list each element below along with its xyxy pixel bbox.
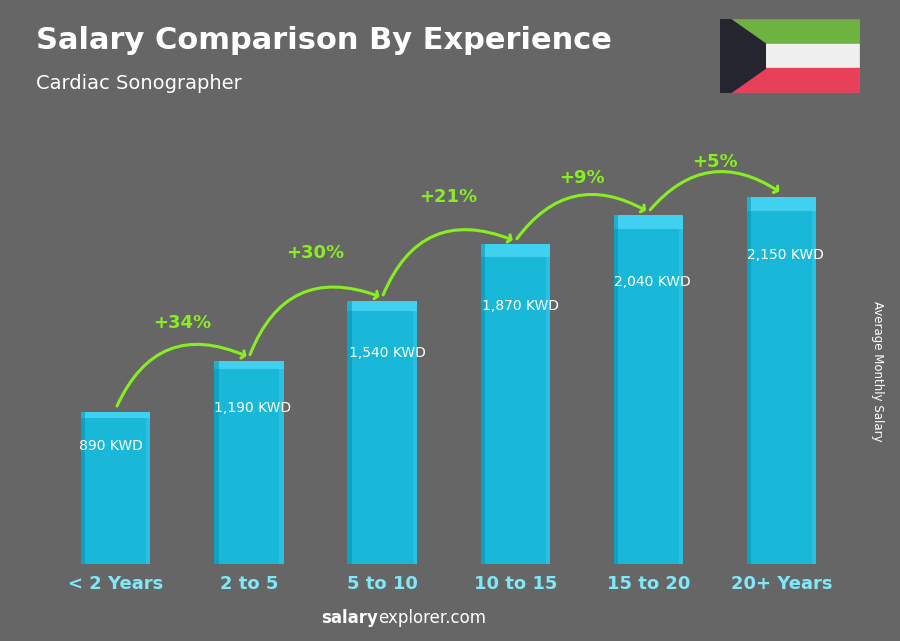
FancyBboxPatch shape (481, 244, 550, 257)
Polygon shape (720, 19, 765, 93)
Text: 2,040 KWD: 2,040 KWD (614, 274, 690, 288)
Text: explorer.com: explorer.com (378, 609, 486, 627)
Text: +9%: +9% (559, 169, 605, 187)
FancyBboxPatch shape (747, 197, 816, 212)
FancyBboxPatch shape (81, 412, 86, 564)
Text: +21%: +21% (419, 188, 478, 206)
Text: 1,870 KWD: 1,870 KWD (482, 299, 559, 313)
Text: Average Monthly Salary: Average Monthly Salary (871, 301, 884, 442)
FancyBboxPatch shape (614, 215, 683, 564)
FancyBboxPatch shape (545, 244, 550, 564)
FancyBboxPatch shape (81, 412, 150, 418)
Text: Cardiac Sonographer: Cardiac Sonographer (36, 74, 242, 93)
FancyBboxPatch shape (614, 215, 618, 564)
FancyBboxPatch shape (81, 412, 150, 564)
Bar (731, 19, 860, 44)
FancyBboxPatch shape (679, 215, 683, 564)
FancyBboxPatch shape (147, 412, 150, 564)
FancyBboxPatch shape (747, 197, 751, 564)
FancyBboxPatch shape (347, 301, 417, 312)
Bar (731, 44, 860, 69)
Text: 2,150 KWD: 2,150 KWD (747, 248, 824, 262)
FancyBboxPatch shape (214, 361, 284, 369)
FancyBboxPatch shape (747, 197, 816, 564)
Text: +5%: +5% (692, 153, 738, 171)
FancyBboxPatch shape (214, 361, 284, 564)
FancyBboxPatch shape (347, 301, 417, 564)
Bar (731, 69, 860, 93)
FancyBboxPatch shape (481, 244, 550, 564)
Text: +30%: +30% (286, 244, 345, 262)
Text: 1,540 KWD: 1,540 KWD (349, 345, 426, 360)
Text: +34%: +34% (153, 314, 211, 332)
FancyBboxPatch shape (812, 197, 816, 564)
Text: Salary Comparison By Experience: Salary Comparison By Experience (36, 26, 612, 54)
FancyBboxPatch shape (481, 244, 485, 564)
FancyBboxPatch shape (347, 301, 352, 564)
FancyBboxPatch shape (614, 215, 683, 229)
Text: 1,190 KWD: 1,190 KWD (214, 401, 292, 415)
FancyBboxPatch shape (279, 361, 284, 564)
Text: salary: salary (321, 609, 378, 627)
Text: 890 KWD: 890 KWD (78, 439, 142, 453)
FancyBboxPatch shape (214, 361, 219, 564)
FancyBboxPatch shape (412, 301, 417, 564)
